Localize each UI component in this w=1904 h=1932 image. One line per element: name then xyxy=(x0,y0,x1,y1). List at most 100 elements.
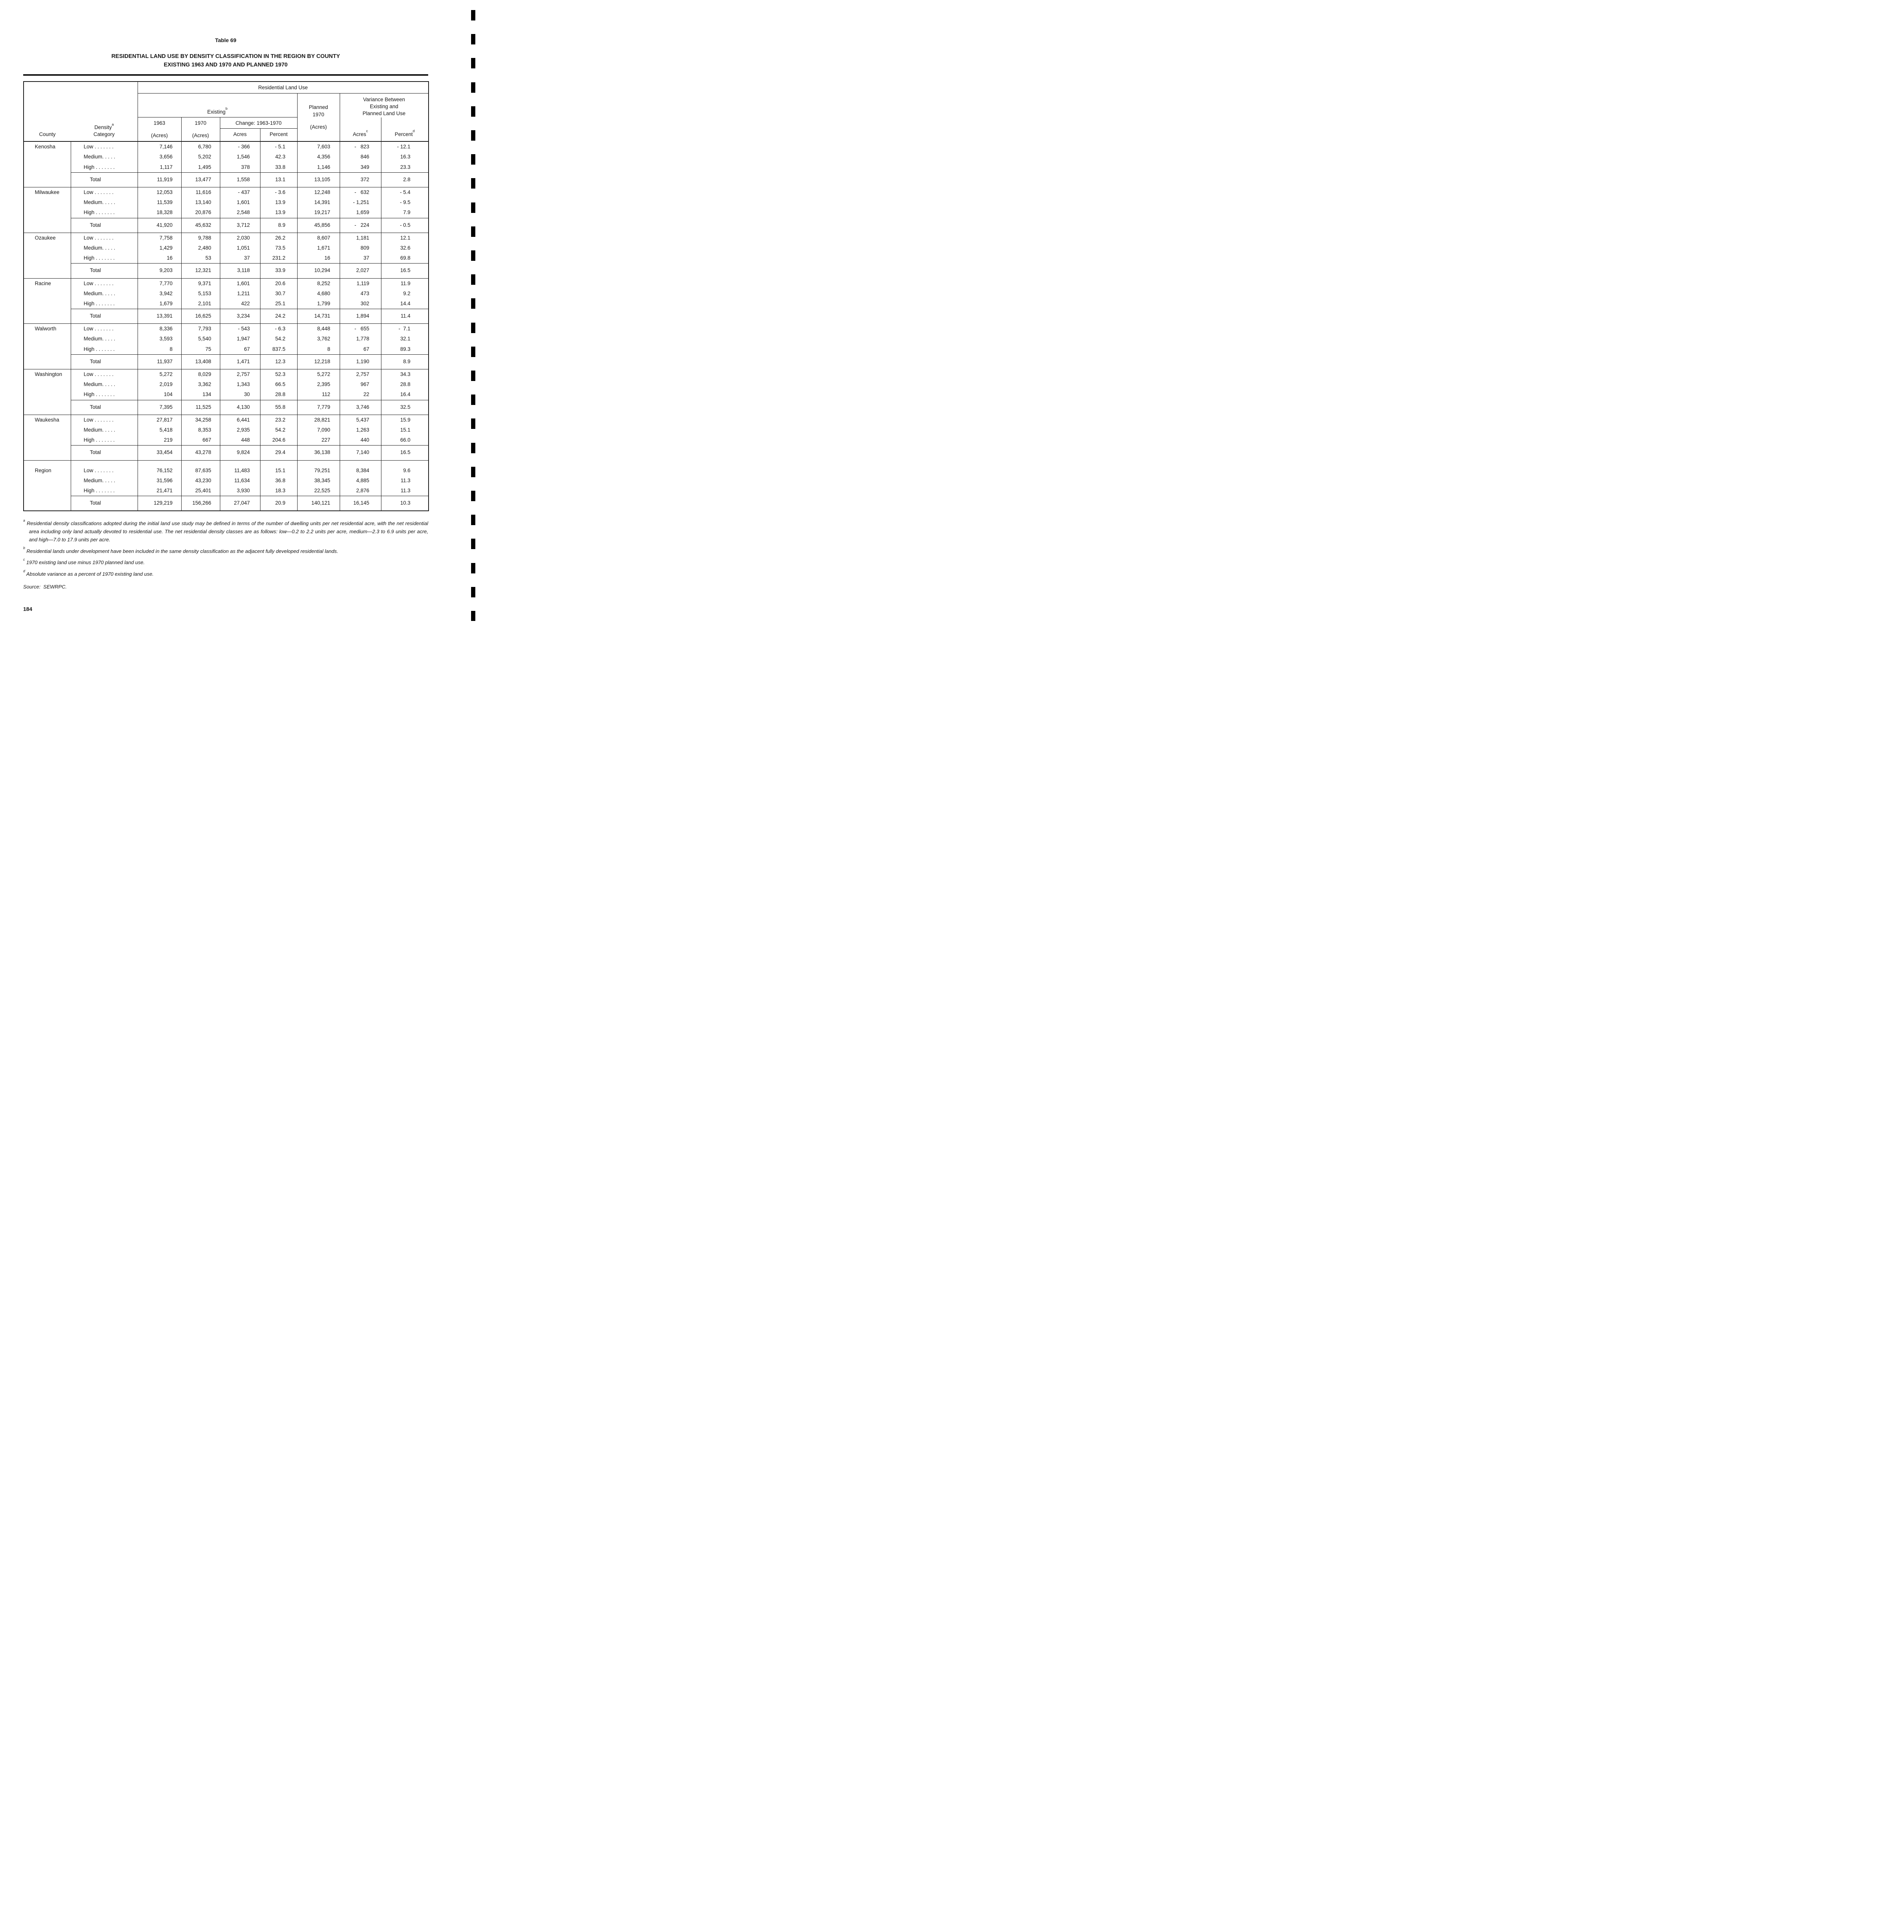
planned-header-line-2: 1970 xyxy=(312,111,325,117)
value-cell: 7,770 xyxy=(137,278,181,289)
value-cell: 87,635 xyxy=(181,460,220,476)
value-cell: 67 xyxy=(219,344,260,355)
binding-mark xyxy=(471,274,475,285)
value-cell: 2,030 xyxy=(219,233,260,243)
total-value: 20.9 xyxy=(260,496,297,511)
density-row: Kenosha Low . . . . . . . 7,146 6,780- 366-… xyxy=(24,141,429,188)
value-cell: 1,051 xyxy=(219,243,260,253)
binding-mark xyxy=(471,58,475,69)
value-cell: 8,448 xyxy=(297,323,340,334)
total-row: Total 7,395 11,525 4,130 55.8 7,779 3,746 32.5 xyxy=(24,400,429,415)
total-label: Total xyxy=(70,354,138,370)
total-row: Total 33,454 43,278 9,824 29.4 36,138 7,140 16.… xyxy=(24,445,429,461)
county-name: Racine xyxy=(24,278,71,324)
total-value: 16,145 xyxy=(339,496,381,511)
value-cell: 15.1 xyxy=(381,425,429,435)
value-cell: 19,217 xyxy=(297,207,340,218)
value-cell: 31,596 xyxy=(137,475,181,486)
value-cell: 5,437 xyxy=(339,415,381,425)
total-value: 45,632 xyxy=(181,218,220,233)
density-category: High . . . . . . . xyxy=(70,207,138,218)
county-header-label: County xyxy=(39,131,56,137)
value-cell: 15.9 xyxy=(381,415,429,425)
value-cell: 1,117 xyxy=(137,162,181,173)
density-row: Racine Low . . . . . . . 7,770 9,371 1,601 20… xyxy=(24,278,429,324)
total-value: 11,525 xyxy=(181,400,220,415)
density-row: High . . . . . . . 21,471 25,401 3,930 18.3 2… xyxy=(24,485,429,496)
footnote-b-marker: b xyxy=(23,546,25,550)
value-cell: 16.4 xyxy=(381,389,429,400)
value-cell: 227 xyxy=(297,435,340,446)
total-row: Total 11,919 13,477 1,558 13.1 13,105 372 2.8 xyxy=(24,172,429,188)
county-name: Washington xyxy=(24,369,71,415)
value-cell: 809 xyxy=(339,243,381,253)
value-cell: 1,601 xyxy=(219,197,260,208)
county-name: Region xyxy=(24,460,71,511)
binding-mark xyxy=(471,371,475,381)
page-number: 184 xyxy=(23,606,32,612)
value-cell: 2,935 xyxy=(219,425,260,435)
binding-mark xyxy=(471,587,475,597)
binding-mark xyxy=(471,418,475,429)
county-name: Walworth xyxy=(24,323,71,370)
value-cell: 23.3 xyxy=(381,162,429,173)
density-row: High . . . . . . . 1,117 1,495 378 33.8 1,146… xyxy=(24,162,429,173)
value-cell: 30.7 xyxy=(260,288,297,299)
value-cell: 43,230 xyxy=(181,475,220,486)
binding-mark xyxy=(471,202,475,213)
value-cell: - 1,251 xyxy=(339,197,381,208)
value-cell: 73.5 xyxy=(260,243,297,253)
binding-mark xyxy=(471,298,475,309)
total-value: 41,920 xyxy=(137,218,181,233)
value-cell: 66.5 xyxy=(260,379,297,390)
value-cell: 112 xyxy=(297,389,340,400)
density-category: High . . . . . . . xyxy=(70,485,138,496)
col-1970-units: (Acres) xyxy=(192,132,209,138)
footnote-d: d Absolute variance as a percent of 1970… xyxy=(23,570,428,578)
value-cell: 12,248 xyxy=(297,187,340,198)
binding-mark xyxy=(471,106,475,117)
value-cell: 448 xyxy=(219,435,260,446)
binding-mark xyxy=(471,563,475,573)
planned-header-line-1: Planned xyxy=(309,104,328,111)
value-cell: 2,876 xyxy=(339,485,381,496)
value-cell: 69.8 xyxy=(381,253,429,264)
value-cell: 5,272 xyxy=(137,369,181,380)
value-cell: 1,601 xyxy=(219,278,260,289)
value-cell: 12,053 xyxy=(137,187,181,198)
density-row: Medium. . . . . 2,019 3,362 1,343 66.5 2,395 9… xyxy=(24,379,429,390)
value-cell: 2,757 xyxy=(339,369,381,380)
footnote-c: c 1970 existing land use minus 1970 plan… xyxy=(23,558,428,567)
density-row: Medium. . . . . 5,418 8,353 2,935 54.2 7,090 1… xyxy=(24,425,429,435)
value-cell: 4,680 xyxy=(297,288,340,299)
value-cell: 8,336 xyxy=(137,323,181,334)
density-row: High . . . . . . . 8 75 67 837.5 8 67 89.3 xyxy=(24,344,429,355)
county-name: Waukesha xyxy=(24,415,71,461)
value-cell: 79,251 xyxy=(297,460,340,476)
footnote-ref-c: c xyxy=(366,129,368,133)
density-row: High . . . . . . . 104 134 30 28.8 112 22 16.4 xyxy=(24,389,429,400)
total-row: Total 129,219 156,266 27,047 20.9 140,121 16,1… xyxy=(24,496,429,511)
total-value: 33.9 xyxy=(260,263,297,279)
footnote-d-text: Absolute variance as a percent of 1970 e… xyxy=(25,571,154,577)
value-cell: 52.3 xyxy=(260,369,297,380)
value-cell: 1,119 xyxy=(339,278,381,289)
total-value: 13.1 xyxy=(260,172,297,188)
footnote-b-text: Residential lands under development have… xyxy=(25,548,339,554)
value-cell: 9,788 xyxy=(181,233,220,243)
value-cell: 76,152 xyxy=(137,460,181,476)
total-value: 8.9 xyxy=(260,218,297,233)
binding-mark xyxy=(471,491,475,501)
value-cell: 422 xyxy=(219,298,260,309)
value-cell: 20.6 xyxy=(260,278,297,289)
density-header-line-2: Category xyxy=(93,131,115,137)
total-value: 36,138 xyxy=(297,445,340,461)
value-cell: 15.1 xyxy=(260,460,297,476)
footnote-ref-b: b xyxy=(225,107,228,111)
binding-mark xyxy=(471,322,475,333)
value-cell: 3,593 xyxy=(137,334,181,344)
value-cell: 8,252 xyxy=(297,278,340,289)
value-cell: 8,384 xyxy=(339,460,381,476)
total-value: 13,408 xyxy=(181,354,220,370)
value-cell: 7.9 xyxy=(381,207,429,218)
